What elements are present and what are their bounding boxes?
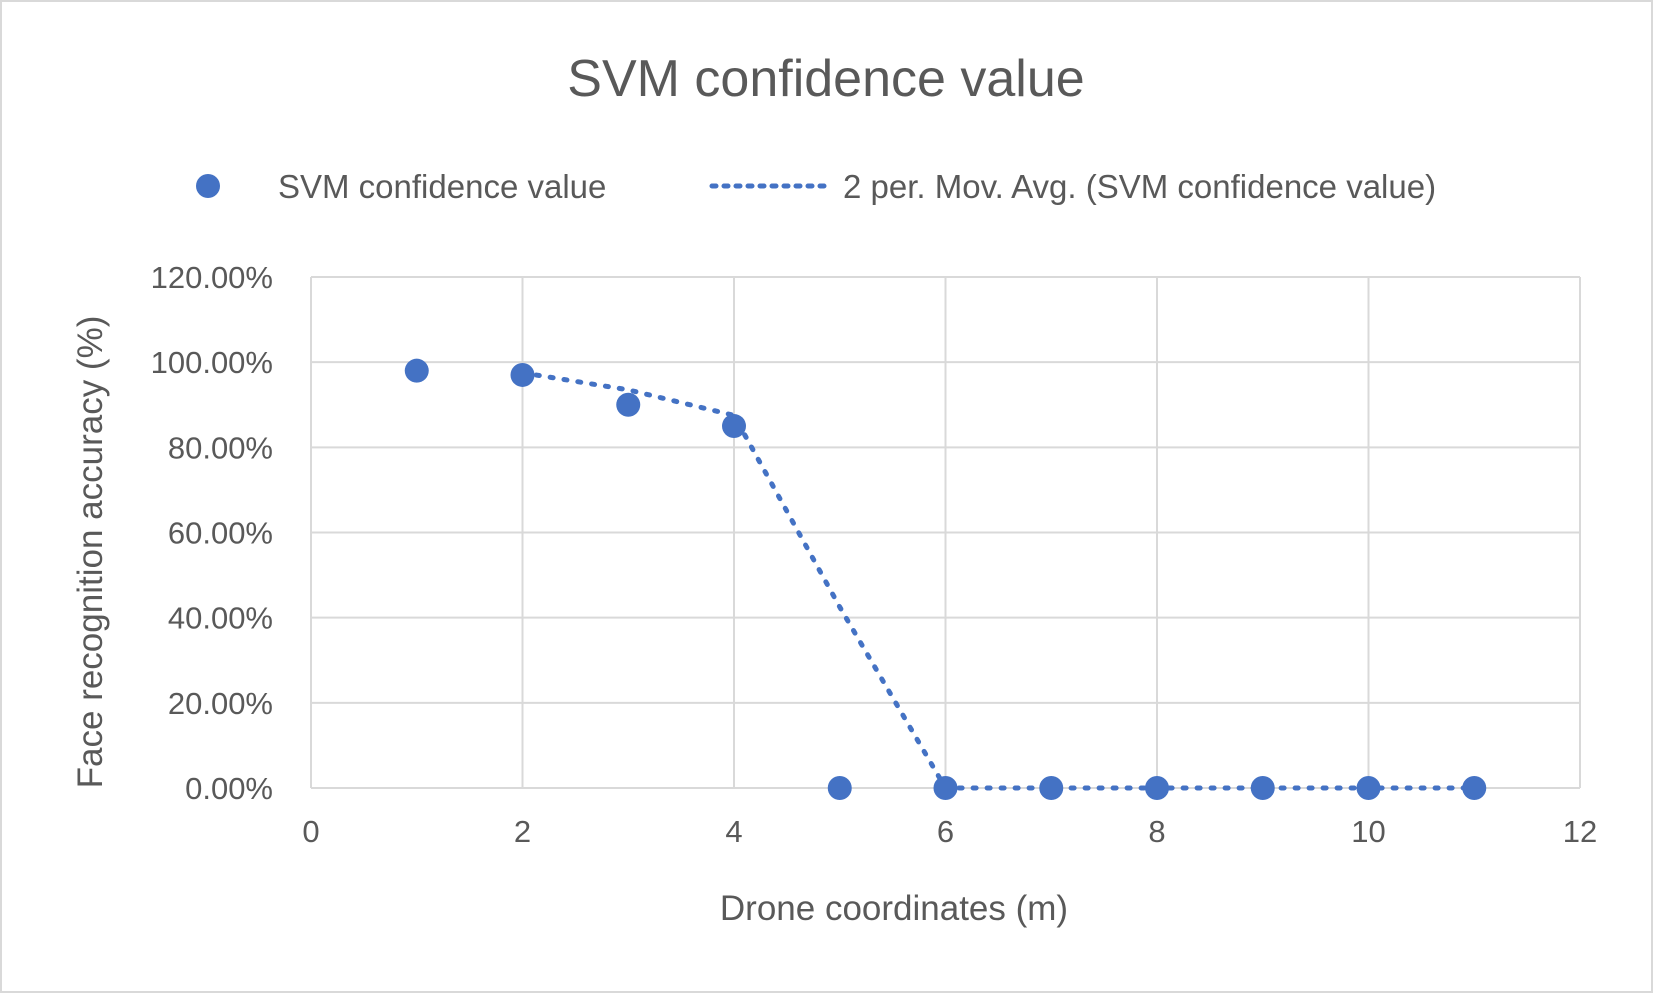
legend-marker-scatter bbox=[196, 174, 220, 198]
y-axis-title: Face recognition accuracy (%) bbox=[71, 316, 110, 789]
data-point bbox=[1145, 776, 1169, 800]
legend: SVM confidence value 2 per. Mov. Avg. (S… bbox=[196, 168, 1436, 205]
y-axis-ticks: 0.00% 20.00% 40.00% 60.00% 80.00% 100.00% 120.… bbox=[151, 260, 273, 806]
data-point bbox=[1356, 776, 1381, 800]
y-tick-label: 40.00% bbox=[168, 601, 273, 636]
data-point bbox=[1250, 776, 1275, 800]
x-axis-ticks: 0 2 4 6 8 10 12 bbox=[302, 814, 1597, 849]
data-point bbox=[1039, 776, 1064, 800]
data-point bbox=[722, 414, 746, 439]
x-tick-label: 4 bbox=[725, 814, 742, 849]
x-tick-label: 12 bbox=[1563, 814, 1597, 849]
x-axis-title: Drone coordinates (m) bbox=[720, 889, 1068, 928]
y-tick-label: 60.00% bbox=[168, 516, 273, 551]
chart-title: SVM confidence value bbox=[567, 50, 1084, 108]
x-tick-label: 2 bbox=[514, 814, 531, 849]
data-point bbox=[404, 358, 429, 383]
data-point bbox=[933, 776, 958, 800]
data-point bbox=[1462, 776, 1487, 800]
y-tick-label: 20.00% bbox=[168, 686, 273, 721]
x-tick-label: 0 bbox=[302, 814, 319, 849]
x-tick-label: 6 bbox=[937, 814, 954, 849]
x-tick-label: 8 bbox=[1148, 814, 1165, 849]
data-point bbox=[616, 392, 641, 417]
gridlines bbox=[310, 276, 1581, 789]
data-point bbox=[827, 776, 852, 800]
scatter-points bbox=[404, 358, 1487, 800]
y-tick-label: 120.00% bbox=[151, 260, 273, 295]
y-tick-label: 0.00% bbox=[185, 771, 273, 806]
y-tick-label: 100.00% bbox=[151, 345, 273, 380]
legend-label-moving-average: 2 per. Mov. Avg. (SVM confidence value) bbox=[843, 168, 1436, 205]
y-tick-label: 80.00% bbox=[168, 430, 273, 465]
data-point bbox=[510, 362, 535, 387]
x-tick-label: 10 bbox=[1351, 814, 1385, 849]
legend-label-scatter: SVM confidence value bbox=[278, 168, 606, 205]
